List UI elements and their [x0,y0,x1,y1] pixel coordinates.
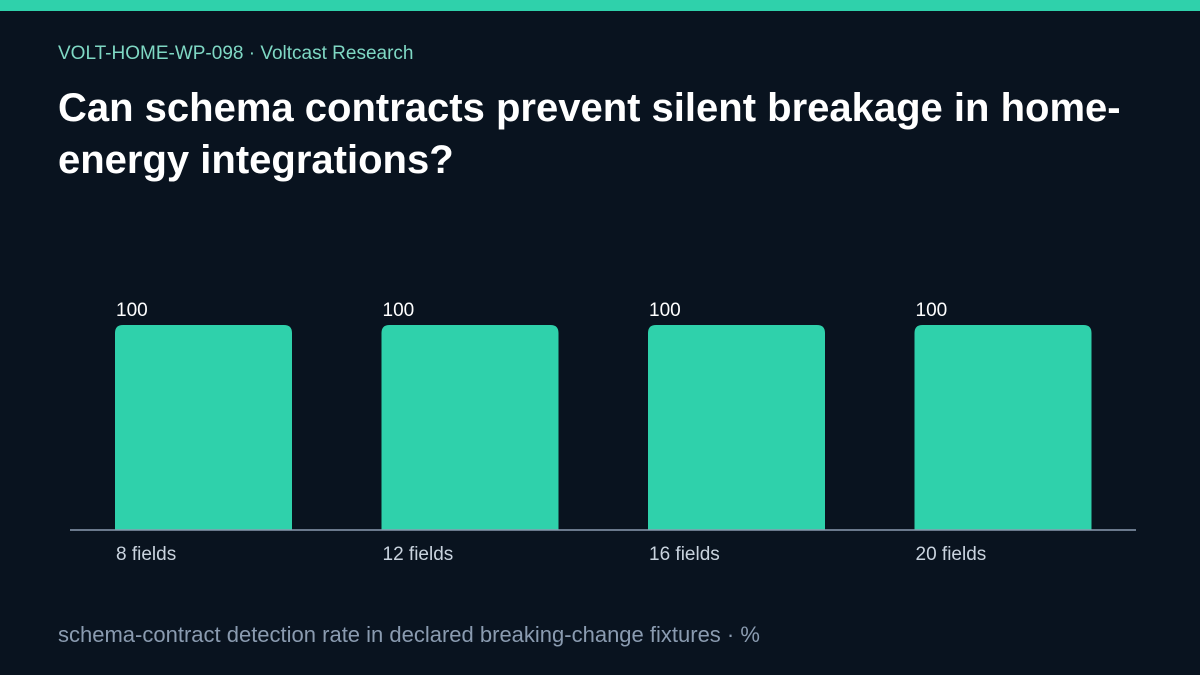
bars-group [115,325,1092,530]
category-label: 12 fields [383,544,454,565]
category-label: 8 fields [116,544,176,565]
bar-20-fields [914,325,1092,530]
value-label: 100 [916,300,948,321]
value-label: 100 [116,300,148,321]
chart-caption: schema-contract detection rate in declar… [58,622,760,647]
top-accent-bar [0,0,1200,11]
bar-8-fields [115,325,292,530]
category-label: 20 fields [916,544,987,565]
bar-16-fields [648,325,825,530]
labels-group: 100 8 fields 100 12 fields 100 16 fields 100 20… [116,300,986,565]
page-title: Can schema contracts prevent silent brea… [58,86,1121,182]
value-label: 100 [383,300,415,321]
report-id: VOLT-HOME-WP-098 · Voltcast Research [58,43,414,64]
category-label: 16 fields [649,544,720,565]
bar-12-fields [381,325,559,530]
value-label: 100 [649,300,681,321]
